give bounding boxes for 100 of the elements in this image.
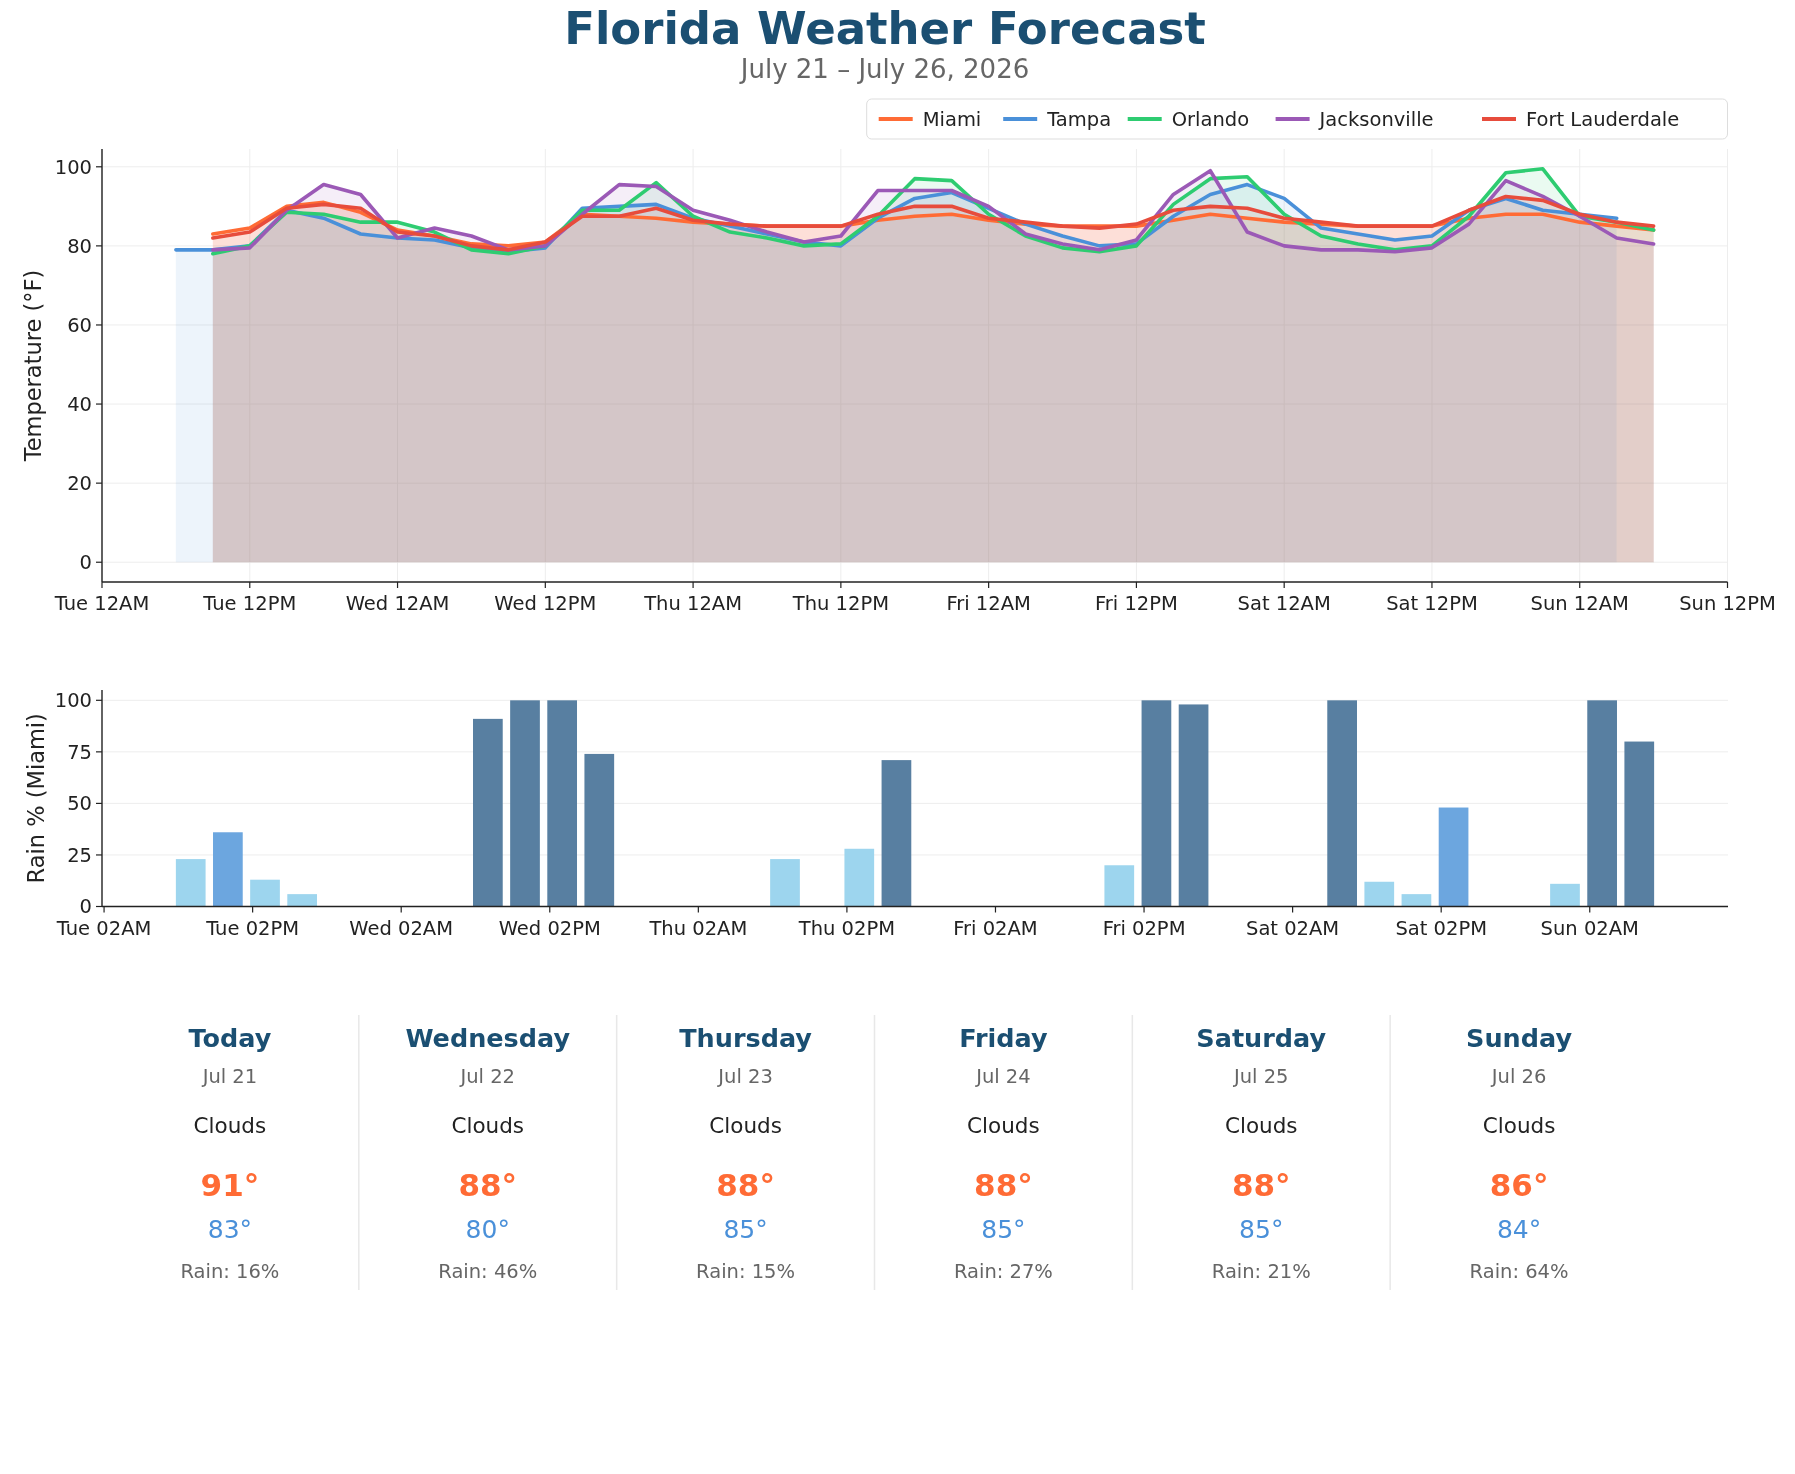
text: 83° bbox=[207, 1215, 253, 1244]
text: Clouds bbox=[967, 1113, 1040, 1138]
y-tick-label: 50 bbox=[67, 792, 92, 816]
text: 85° bbox=[1239, 1215, 1284, 1244]
chart-subtitle: July 21 – July 26, 2026 bbox=[738, 54, 1030, 84]
text: Jul 26 bbox=[1489, 1065, 1547, 1088]
text: Clouds bbox=[451, 1113, 525, 1138]
bar bbox=[1587, 700, 1617, 907]
bar bbox=[287, 894, 318, 907]
y-tick-label: 100 bbox=[54, 689, 92, 713]
bar bbox=[213, 832, 243, 907]
x-tick-label: Fri 12AM bbox=[946, 592, 1031, 615]
text: Rain: 27% bbox=[953, 1260, 1053, 1283]
legend-label: Orlando bbox=[1171, 107, 1250, 131]
y-tick-label: 0 bbox=[79, 551, 92, 575]
text: Clouds bbox=[709, 1113, 782, 1138]
bar bbox=[1364, 881, 1395, 907]
x-tick-label: Sat 12PM bbox=[1386, 592, 1478, 615]
x-tick-label: Thu 02PM bbox=[797, 916, 896, 940]
y-tick-label: 60 bbox=[67, 313, 92, 337]
bar bbox=[547, 700, 578, 907]
y-tick-label: 20 bbox=[67, 471, 92, 495]
category-label: Today bbox=[188, 1023, 272, 1053]
legend-label: Miami bbox=[922, 107, 982, 131]
legend-label: Jacksonville bbox=[1317, 107, 1434, 131]
x-tick-label: Tue 12PM bbox=[202, 592, 297, 615]
x-tick-label: Sun 12PM bbox=[1679, 592, 1776, 615]
x-tick-label: Thu 12AM bbox=[643, 592, 742, 615]
text: 91° bbox=[200, 1167, 260, 1203]
y-tick-label: 40 bbox=[67, 392, 92, 416]
bar bbox=[1178, 704, 1209, 907]
y-tick-label: 100 bbox=[54, 155, 92, 179]
bar bbox=[1550, 883, 1580, 907]
text: 88° bbox=[1231, 1167, 1291, 1203]
text: Jul 25 bbox=[1231, 1065, 1289, 1088]
bar bbox=[1327, 700, 1357, 907]
bar bbox=[881, 760, 912, 907]
category-label: Wednesday bbox=[405, 1023, 571, 1053]
text: 84° bbox=[1496, 1215, 1542, 1244]
x-tick-label: Tue 12AM bbox=[53, 592, 150, 615]
category-label: Saturday bbox=[1196, 1023, 1327, 1053]
x-tick-label: Wed 12AM bbox=[345, 592, 450, 615]
x-tick-label: Sun 02AM bbox=[1540, 916, 1639, 940]
bar bbox=[250, 879, 280, 907]
text: Rain: 64% bbox=[1469, 1260, 1569, 1283]
text: Clouds bbox=[193, 1113, 267, 1138]
category-label: Sunday bbox=[1466, 1023, 1573, 1053]
legend-label: Tampa bbox=[1046, 107, 1112, 131]
x-tick-label: Sat 12AM bbox=[1237, 592, 1331, 615]
bar bbox=[473, 718, 503, 907]
legend-label: Fort Lauderdale bbox=[1526, 107, 1680, 131]
text: Jul 24 bbox=[974, 1065, 1031, 1088]
bar bbox=[844, 848, 875, 907]
x-tick-label: Wed 02PM bbox=[498, 916, 601, 940]
y-tick-label: 0 bbox=[79, 895, 92, 919]
y-tick-label: 75 bbox=[67, 740, 92, 764]
text: Rain: 46% bbox=[438, 1260, 538, 1283]
x-tick-label: Sat 02PM bbox=[1395, 916, 1487, 940]
category-label: Friday bbox=[959, 1023, 1048, 1053]
x-tick-label: Wed 12PM bbox=[494, 592, 597, 615]
x-tick-label: Sun 12AM bbox=[1530, 592, 1629, 615]
text: Rain: 16% bbox=[180, 1260, 280, 1283]
bar bbox=[510, 700, 540, 907]
x-tick-label: Sat 02AM bbox=[1246, 916, 1340, 940]
text: 85° bbox=[723, 1215, 768, 1244]
text: Rain: 21% bbox=[1211, 1260, 1311, 1283]
bar bbox=[1141, 700, 1172, 907]
y-tick-label: 80 bbox=[67, 234, 92, 258]
x-tick-label: Thu 02AM bbox=[648, 916, 748, 940]
bar bbox=[770, 859, 800, 907]
x-tick-label: Tue 02AM bbox=[55, 916, 152, 940]
text: Clouds bbox=[1482, 1113, 1556, 1138]
x-tick-label: Fri 02AM bbox=[953, 916, 1038, 940]
x-tick-label: Tue 02PM bbox=[205, 916, 300, 940]
category-label: Thursday bbox=[679, 1023, 813, 1053]
x-tick-label: Fri 12PM bbox=[1094, 592, 1178, 615]
y-axis-title: Rain % (Miami) bbox=[22, 713, 49, 884]
text: Rain: 15% bbox=[696, 1260, 796, 1283]
bar bbox=[584, 753, 615, 907]
y-axis-title: Temperature (°F) bbox=[19, 269, 46, 463]
text: Jul 21 bbox=[200, 1065, 258, 1088]
x-tick-label: Wed 02AM bbox=[349, 916, 454, 940]
text: 85° bbox=[981, 1215, 1026, 1244]
chart-title: Florida Weather Forecast bbox=[564, 2, 1206, 55]
text: 80° bbox=[465, 1215, 510, 1244]
text: 88° bbox=[716, 1167, 775, 1203]
bar bbox=[1401, 894, 1432, 907]
text: Jul 22 bbox=[458, 1065, 516, 1088]
bar bbox=[1438, 807, 1469, 907]
bar bbox=[1104, 865, 1135, 907]
x-tick-label: Fri 02PM bbox=[1102, 916, 1186, 940]
text: Jul 23 bbox=[716, 1065, 773, 1088]
bar bbox=[1624, 741, 1655, 907]
x-tick-label: Thu 12PM bbox=[791, 592, 889, 615]
text: 88° bbox=[458, 1167, 518, 1203]
bar bbox=[175, 859, 206, 907]
y-tick-label: 25 bbox=[67, 843, 92, 867]
text: 88° bbox=[974, 1167, 1033, 1203]
text: 86° bbox=[1489, 1167, 1549, 1203]
text: Clouds bbox=[1224, 1113, 1298, 1138]
